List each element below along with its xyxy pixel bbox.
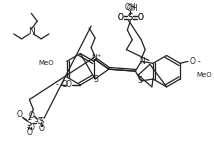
Text: -: - (55, 80, 58, 89)
Text: N: N (28, 28, 35, 36)
Text: O: O (137, 13, 143, 22)
Text: S: S (128, 13, 133, 22)
Text: MeO: MeO (38, 60, 54, 66)
Text: -O: -O (35, 117, 44, 126)
Text: OH: OH (126, 4, 138, 13)
Text: O: O (117, 13, 123, 22)
Text: O: O (62, 80, 68, 89)
Text: N: N (91, 54, 97, 63)
Text: O: O (137, 13, 143, 22)
Text: O: O (66, 80, 71, 89)
Text: -: - (197, 57, 200, 66)
Text: -O: -O (27, 123, 36, 131)
Text: S: S (128, 13, 133, 22)
Text: +: + (97, 53, 101, 58)
Text: O: O (27, 128, 32, 137)
Text: O: O (38, 124, 44, 134)
Text: MeO: MeO (196, 72, 212, 78)
Text: O: O (17, 110, 22, 119)
Text: S: S (138, 76, 143, 86)
Text: O: O (28, 111, 34, 120)
Text: S: S (39, 117, 44, 126)
Text: O: O (117, 13, 123, 22)
Text: OH: OH (125, 3, 136, 12)
Text: S: S (27, 119, 32, 128)
Text: N: N (139, 57, 145, 66)
Text: O: O (190, 57, 196, 66)
Text: S: S (94, 75, 98, 83)
